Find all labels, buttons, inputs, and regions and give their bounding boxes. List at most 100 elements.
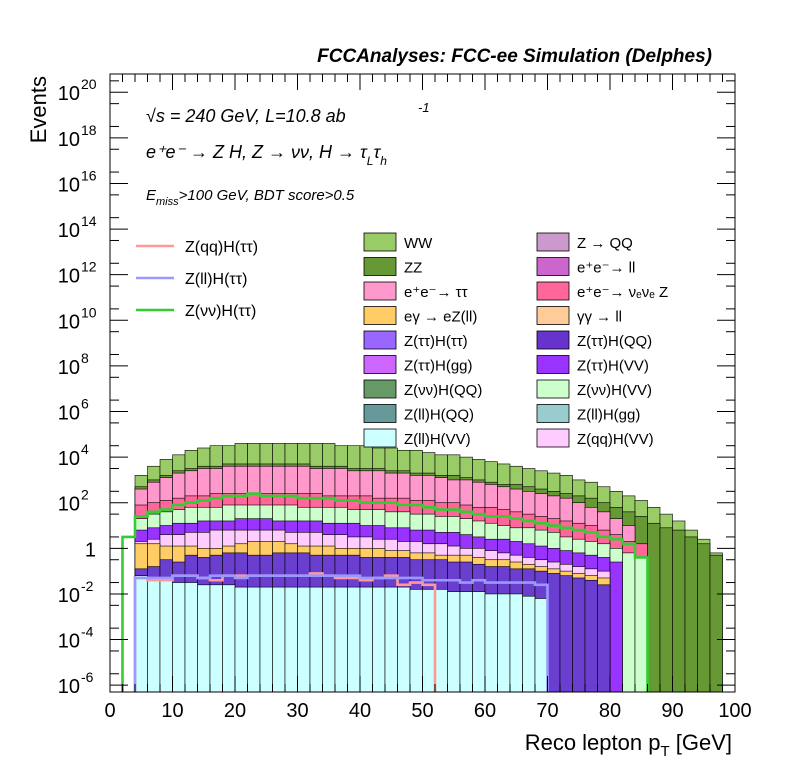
bar [184,582,198,692]
bar [672,529,686,692]
bar [309,586,323,692]
bar [647,522,661,692]
x-tick-label: 90 [661,700,683,722]
legend-box-label: WW [404,235,433,252]
x-axis-label: Reco lepton pT [GeV] [525,730,732,760]
legend-box-label: Z(ττ)H(QQ) [577,333,652,350]
legend-box-swatch [536,281,570,301]
legend-box-swatch [536,355,570,374]
legend-box-label: e⁺e⁻→ ττ [404,284,468,301]
bar [384,586,398,692]
legend-box-label: γγ → ll [577,309,622,326]
x-tick-label: 70 [536,700,558,722]
bar [609,561,623,692]
legend-box-swatch [536,257,570,276]
legend-box-label: e⁺e⁻→ νₑνₑ Z [577,284,668,301]
bar [534,598,548,692]
bar [372,586,386,692]
legend-box-label: Z(ττ)H(gg) [404,358,473,375]
y-tick-exponent: -2 [81,578,94,594]
bar [172,582,186,692]
bar [522,595,536,692]
bar [509,593,523,692]
legend-box-swatch [536,232,570,252]
annotations: √s = 240 GeV, L=10.8 ab -1 e⁺e⁻ → Z H, Z →… [146,100,430,208]
legend-box-swatch [536,404,570,423]
y-tick-label: 10 [58,494,80,516]
bar [659,527,673,692]
y-tick-label: 10 [58,174,80,196]
y-tick-label: 10 [58,266,80,288]
legend-box-swatch [536,379,570,399]
legend-box-label: Z(νν)H(QQ) [404,382,482,399]
bar [622,552,636,692]
x-tick-label: 80 [599,700,621,722]
bar [497,593,511,692]
y-tick-exponent: 14 [81,213,97,229]
x-tick-label: 30 [286,700,308,722]
y-tick-label: 10 [58,220,80,242]
y-tick-label: 10 [58,448,80,470]
bar [422,589,436,692]
y-tick-label: 10 [58,676,80,698]
bar [709,554,723,692]
layer-z-ll-h-vv- [134,575,548,692]
bar [484,593,498,692]
chart-title: FCCAnalyses: FCC-ee Simulation (Delphes) [317,46,712,67]
x-tick-label: 20 [224,700,246,722]
y-tick-label: 10 [58,357,80,379]
bar [222,584,236,692]
y-tick-exponent: 16 [81,167,97,183]
y-tick-label: 10 [58,631,80,653]
annotation-energy: √s = 240 GeV, L=10.8 ab [146,106,346,126]
line-z-h- [121,492,649,692]
x-tick-label: 60 [474,700,496,722]
y-tick-label: 10 [58,403,80,425]
x-tick-label: 100 [718,700,751,722]
histogram-group [121,443,723,692]
legend-box-swatch [363,257,397,276]
legend-box-swatch [363,330,397,350]
legend-line-label: Z(qq)H(ττ) [185,239,258,256]
legend-box-swatch [363,306,397,325]
y-tick-exponent: 12 [81,259,97,275]
annotation-energy-sup: -1 [418,100,430,115]
y-tick-exponent: 18 [81,122,97,138]
legend-box-label: ZZ [404,260,422,277]
legend-box-swatch [363,281,397,301]
bar [634,557,648,692]
bar [284,586,298,692]
bar [559,575,573,692]
x-tick-label: 50 [411,700,433,722]
y-tick-exponent: -6 [81,669,94,685]
legend-box-label: Z(ll)H(VV) [404,431,471,448]
x-tick-label: 0 [104,700,115,722]
legend-line-label: Z(ll)H(ττ) [185,271,247,288]
legend-box-swatch [363,404,397,423]
legend-box-label: Z(ττ)H(VV) [577,358,649,375]
bar [472,591,486,692]
bar [322,586,336,692]
x-tick-label: 10 [161,700,183,722]
legend-box-label: Z(ll)H(QQ) [404,407,474,424]
legend-line-label: Z(νν)H(ττ) [185,303,256,320]
bar [197,584,211,692]
bar [697,543,711,692]
y-axis-label: Events [26,76,51,143]
bar [584,579,598,692]
legend: Z(qq)H(ττ) Z(ll)H(ττ) Z(νν)H(ττ) WW Z → QQ ZZ… [136,232,668,448]
legend-box-label: e⁺e⁻→ ll [577,260,635,277]
y-tick-exponent: 6 [81,396,89,412]
bar [259,586,273,692]
bar [597,584,611,692]
y-tick-label: 10 [58,129,80,151]
plot-area [121,443,723,692]
legend-box-swatch [536,330,570,350]
y-tick-exponent: 10 [81,304,97,320]
bar [397,586,411,692]
bar [459,591,473,692]
legend-box-swatch [536,428,570,448]
bar [572,577,586,692]
